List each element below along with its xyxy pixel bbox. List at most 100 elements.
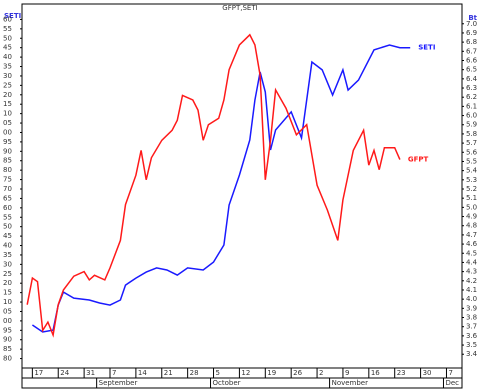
y-tick-label: 80: [3, 166, 12, 174]
y-tick-label: 85: [3, 157, 12, 165]
y2-tick-label: 4.9: [466, 213, 477, 221]
y2-tick-label: 3.9: [466, 304, 477, 312]
y2-tick-label: 4.0: [466, 295, 477, 303]
x-tick-label: 19: [267, 369, 276, 377]
y-tick-label: 80: [3, 355, 12, 363]
y2-tick-label: 5.5: [466, 157, 477, 165]
y-tick-label: 25: [3, 81, 12, 89]
y-tick-label: 65: [3, 194, 12, 202]
x-tick-label: 7: [448, 369, 452, 377]
x-tick-label: 24: [60, 369, 69, 377]
y-tick-label: 90: [3, 336, 12, 344]
y2-tick-label: 5.3: [466, 176, 477, 184]
frame: [21, 3, 463, 389]
y2-tick-label: 4.3: [466, 268, 477, 276]
y-tick-label: 55: [3, 25, 12, 33]
x-tick-label: 2: [319, 369, 323, 377]
month-label: October: [213, 379, 241, 387]
y2-tick-label: 3.7: [466, 323, 477, 331]
y-tick-label: 20: [3, 91, 12, 99]
y2-tick-label: 4.2: [466, 277, 477, 285]
x-tick-label: 26: [293, 369, 302, 377]
y2-tick-label: 3.8: [466, 314, 477, 322]
y2-tick-label: 5.7: [466, 139, 477, 147]
series-label: SETI: [418, 44, 435, 52]
x-tick-label: 12: [241, 369, 250, 377]
x-tick-label: 23: [397, 369, 406, 377]
y2-tick-label: 7.0: [466, 20, 477, 28]
x-tick-label: 14: [138, 369, 147, 377]
y-tick-label: 50: [3, 223, 12, 231]
x-tick-label: 30: [423, 369, 432, 377]
y2-tick-label: 4.1: [466, 286, 477, 294]
y2-tick-label: 6.4: [466, 75, 478, 83]
y2-tick-label: 6.3: [466, 84, 477, 92]
series-line: [31, 44, 411, 333]
x-tick-label: 28: [190, 369, 199, 377]
y2-tick-label: 4.5: [466, 249, 477, 257]
y-tick-label: 00: [3, 128, 12, 136]
y-tick-label: 55: [3, 213, 12, 221]
y-tick-label: 85: [3, 345, 12, 353]
y-tick-label: 70: [3, 185, 12, 193]
y2-tick-label: 6.6: [466, 56, 478, 64]
y2-tick-label: 4.4: [466, 258, 478, 266]
month-label: Dec: [445, 379, 459, 387]
y-tick-label: 00: [3, 317, 12, 325]
x-tick-label: 5: [216, 369, 220, 377]
y2-tick-label: 5.2: [466, 185, 477, 193]
y-tick-label: 40: [3, 53, 12, 61]
y-tick-label: 15: [3, 289, 12, 297]
y2-tick-label: 6.9: [466, 29, 477, 37]
x-tick-label: 16: [371, 369, 380, 377]
y2-tick-label: 6.8: [466, 38, 477, 46]
y-tick-label: 95: [3, 326, 12, 334]
y-tick-label: 40: [3, 242, 12, 250]
y-tick-label: 90: [3, 147, 12, 155]
x-tick-label: 9: [345, 369, 349, 377]
month-label: November: [332, 379, 369, 387]
y-tick-label: 35: [3, 63, 12, 71]
y2-tick-label: 5.4: [466, 167, 478, 175]
y-tick-label: 30: [3, 72, 12, 80]
y-tick-label: 45: [3, 232, 12, 240]
y2-tick-label: 5.1: [466, 194, 477, 202]
x-tick-label: 31: [86, 369, 95, 377]
y2-tick-label: 3.4: [466, 350, 478, 358]
y2-tick-label: 6.7: [466, 47, 477, 55]
y-tick-label: 50: [3, 34, 12, 42]
x-tick-label: 17: [34, 369, 43, 377]
y-tick-label: 20: [3, 279, 12, 287]
y2-tick-label: 5.6: [466, 148, 478, 156]
y-tick-label: 30: [3, 260, 12, 268]
chart-title: GFPT,SETI: [222, 4, 257, 12]
y2-axis-title: Bt: [468, 14, 477, 22]
y2-tick-label: 5.8: [466, 130, 477, 138]
y2-tick-label: 3.5: [466, 341, 477, 349]
y-tick-label: 25: [3, 270, 12, 278]
y2-tick-label: 6.1: [466, 102, 477, 110]
y-axis-title: SETI: [4, 12, 21, 20]
y2-tick-label: 6.0: [466, 112, 477, 120]
month-label: September: [99, 379, 138, 387]
series-label: GFPT: [408, 156, 429, 164]
y-tick-label: 60: [3, 204, 12, 212]
x-tick-label: 7: [112, 369, 116, 377]
y2-tick-label: 4.7: [466, 231, 477, 239]
y-tick-label: 45: [3, 44, 12, 52]
y2-tick-label: 3.6: [466, 332, 478, 340]
y2-tick-label: 5.9: [466, 121, 477, 129]
y-tick-label: 75: [3, 176, 12, 184]
y2-tick-label: 6.2: [466, 93, 477, 101]
y-tick-label: 95: [3, 138, 12, 146]
x-tick-label: 21: [164, 369, 173, 377]
y2-tick-label: 4.8: [466, 222, 477, 230]
y2-tick-label: 4.6: [466, 240, 478, 248]
y2-tick-label: 5.0: [466, 203, 477, 211]
y-tick-label: 10: [3, 298, 12, 306]
y-tick-label: 15: [3, 100, 12, 108]
y-tick-label: 60: [3, 15, 12, 23]
y-tick-label: 05: [3, 119, 12, 127]
y-tick-label: 35: [3, 251, 12, 259]
